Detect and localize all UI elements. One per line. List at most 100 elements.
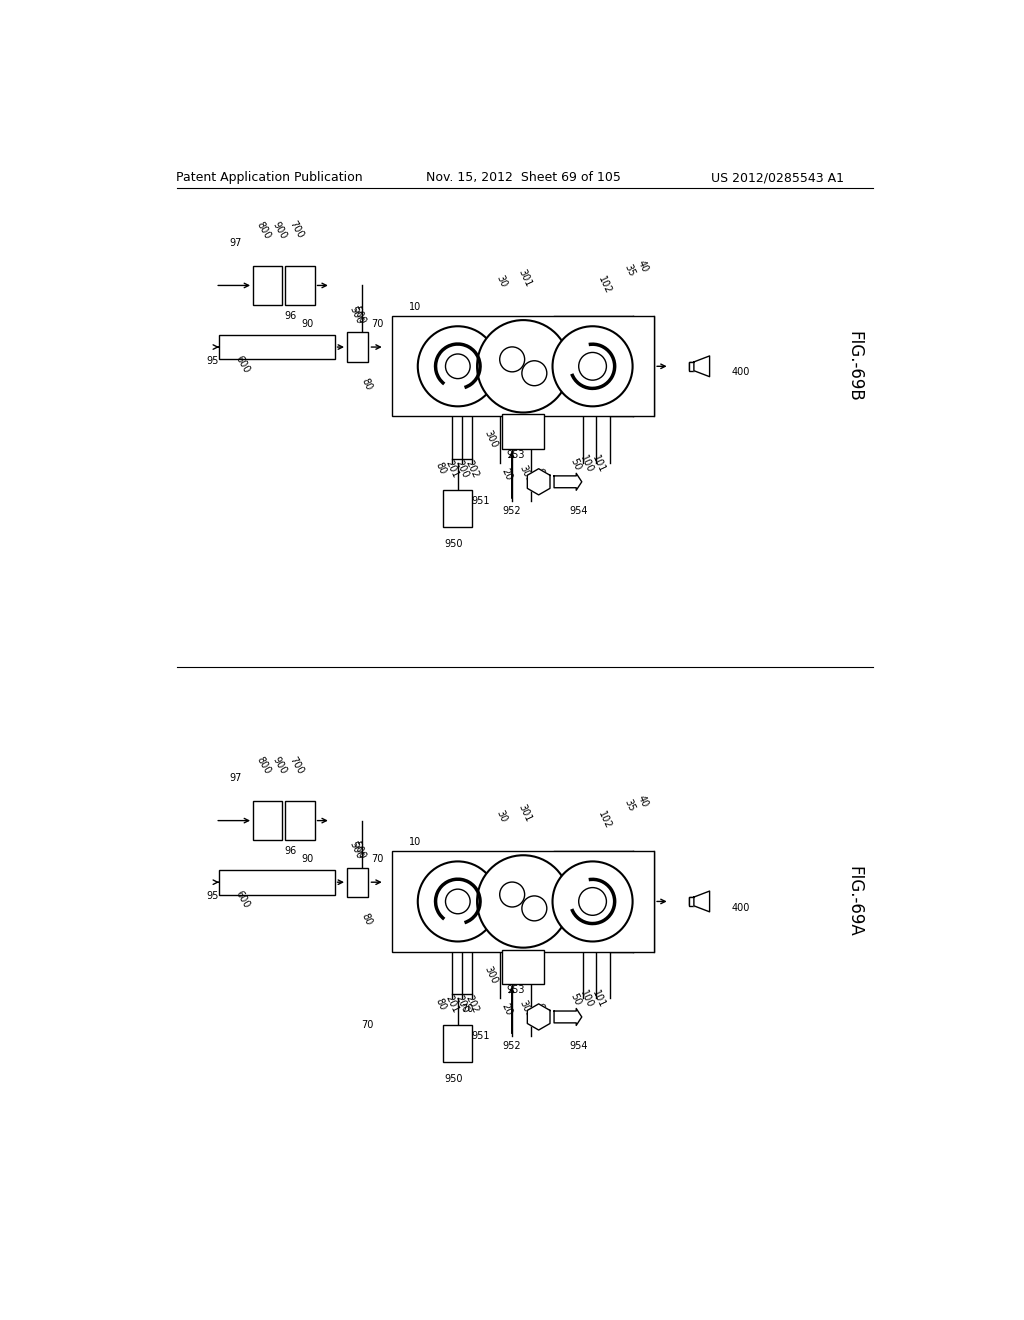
Text: 60: 60 [534,466,547,482]
Text: 900: 900 [271,219,289,240]
Text: 97: 97 [229,238,242,248]
Polygon shape [527,1003,550,1030]
Text: 40: 40 [636,259,650,273]
Text: FIG.-69B: FIG.-69B [846,331,863,401]
Text: 301: 301 [516,268,534,288]
Text: 35: 35 [623,263,637,277]
Circle shape [579,352,606,380]
Text: 96: 96 [285,312,297,321]
Text: 90: 90 [301,854,313,865]
Text: 20: 20 [499,1002,513,1016]
Bar [347,867,369,896]
Bar [689,362,695,371]
Bar [689,898,695,906]
Text: 100: 100 [578,989,595,1010]
Bar [219,870,335,895]
Bar [347,333,369,362]
Text: 201: 201 [443,994,460,1014]
Text: 90: 90 [301,319,313,329]
Text: 100: 100 [578,454,595,474]
Text: 700: 700 [287,219,305,240]
Text: 800: 800 [255,755,272,776]
Text: 50: 50 [568,991,583,1007]
Bar [392,317,654,416]
Text: 300: 300 [482,964,500,985]
Text: Patent Application Publication: Patent Application Publication [176,172,362,185]
Text: 95: 95 [207,891,219,902]
Text: 600: 600 [233,888,251,909]
Text: 30: 30 [495,275,509,289]
Text: 202: 202 [463,994,480,1014]
Text: 301: 301 [516,803,534,824]
Text: 300: 300 [482,429,500,450]
Polygon shape [527,469,550,495]
Bar [253,267,283,305]
Text: 101: 101 [590,989,607,1010]
Text: 500: 500 [348,840,365,861]
Circle shape [522,896,547,921]
Text: 50: 50 [568,457,583,471]
Text: 30: 30 [495,809,509,825]
Text: 60: 60 [534,1002,547,1016]
Bar [286,267,314,305]
Circle shape [418,862,498,941]
Bar [219,335,335,359]
Text: 20: 20 [499,466,513,482]
Circle shape [522,360,547,385]
Bar [689,362,694,371]
Text: 600: 600 [233,354,251,375]
Circle shape [500,347,524,372]
Text: 302: 302 [518,463,535,484]
Bar [392,851,654,952]
Text: 954: 954 [569,506,588,516]
Bar [286,801,314,840]
Text: 400: 400 [731,903,750,912]
Circle shape [477,855,569,948]
Text: 70: 70 [371,854,383,865]
Text: 400: 400 [731,367,750,378]
Text: 200: 200 [454,994,470,1014]
Circle shape [418,326,498,407]
Text: 954: 954 [569,1041,588,1051]
Circle shape [553,862,633,941]
Text: 302: 302 [518,999,535,1020]
Circle shape [553,326,633,407]
Text: 35: 35 [623,797,637,813]
Text: 951: 951 [472,1031,490,1041]
Polygon shape [554,474,582,490]
Text: 102: 102 [596,275,612,296]
Text: 200: 200 [454,458,470,479]
Bar [443,490,472,527]
Text: 900: 900 [271,755,289,776]
Text: 96: 96 [285,846,297,857]
Text: 500: 500 [348,304,365,325]
Polygon shape [554,1008,582,1026]
Text: 952: 952 [503,1041,521,1051]
Text: 700: 700 [287,755,305,776]
Text: 80: 80 [434,997,447,1011]
Text: 40: 40 [636,793,650,809]
Text: 953: 953 [506,985,525,995]
Bar [443,1026,472,1063]
Bar [502,414,545,449]
Text: 202: 202 [463,458,480,479]
Text: 953: 953 [506,450,525,459]
Text: 101: 101 [590,454,607,474]
Bar [689,898,694,906]
Text: 201: 201 [443,458,460,479]
Text: 950: 950 [444,539,463,549]
Text: 952: 952 [503,506,521,516]
Text: US 2012/0285543 A1: US 2012/0285543 A1 [711,172,844,185]
Circle shape [445,890,470,913]
Text: 70: 70 [461,1005,473,1014]
Bar [502,949,545,985]
Text: 500: 500 [351,840,368,861]
Text: 10: 10 [410,837,422,847]
Text: 80: 80 [359,376,374,392]
Circle shape [500,882,524,907]
Text: 951: 951 [472,496,490,506]
Text: Nov. 15, 2012  Sheet 69 of 105: Nov. 15, 2012 Sheet 69 of 105 [426,172,621,185]
Text: 70: 70 [371,319,383,329]
Text: 97: 97 [229,774,242,783]
Polygon shape [694,891,710,912]
